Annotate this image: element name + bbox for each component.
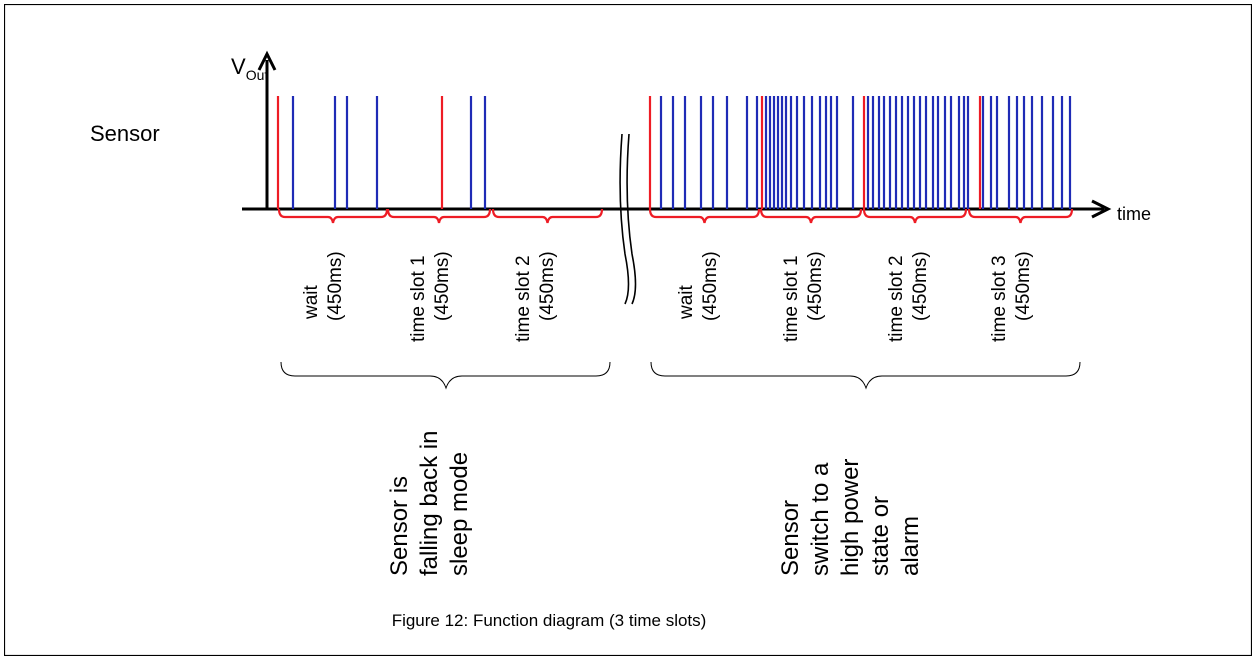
segment-label-line1: time slot 1 (408, 255, 429, 342)
figure-border (3, 3, 1253, 657)
group-label-line: alarm (897, 516, 924, 576)
segment-brace (386, 208, 492, 224)
segment-label-line2: (450ms) (700, 251, 721, 321)
y-axis-arrow-icon (257, 50, 277, 71)
segment-label-line2: (450ms) (1013, 251, 1034, 321)
segment-label-line1: time slot 3 (989, 255, 1010, 342)
pulse-train (276, 96, 1072, 209)
figure-frame: Sensor VOut time wait (450ms) time slot … (3, 3, 1253, 657)
group-label-left: Sensor is falling back in sleep mode (386, 431, 473, 576)
segment-label-line1: time slot 2 (886, 255, 907, 342)
segment-brace (862, 208, 968, 224)
segment-label-line1: wait (301, 284, 322, 320)
segment-label-line2: (450ms) (910, 251, 931, 321)
segment-label-line2: (450ms) (432, 251, 453, 321)
segment-labels-right: wait (450ms) time slot 1 (450ms) time sl… (676, 251, 1034, 342)
segment-label-line2: (450ms) (537, 251, 558, 321)
group-label-line: high power (837, 459, 864, 576)
segment-brace (277, 208, 389, 224)
group-label-line: switch to a (807, 462, 834, 576)
group-label-right: Sensor switch to a high power state or a… (777, 459, 924, 576)
segment-label-line1: time slot 1 (781, 255, 802, 342)
segment-brace (491, 208, 604, 224)
group-brace-right (650, 361, 1081, 390)
group-label-line: Sensor (777, 500, 804, 576)
segment-label-line2: (450ms) (325, 251, 346, 321)
group-label-line: falling back in (416, 431, 443, 576)
segment-brace (967, 208, 1074, 224)
group-label-line: Sensor is (386, 476, 413, 576)
segment-label-line1: wait (676, 284, 697, 320)
segment-brackets (277, 208, 1074, 224)
segment-label-line2: (450ms) (805, 251, 826, 321)
group-brace-left (280, 361, 611, 390)
row-label: Sensor (90, 121, 160, 146)
y-axis-label: VOut (231, 54, 268, 83)
segment-brace (759, 208, 863, 224)
x-axis-label: time (1117, 204, 1151, 224)
group-label-line: sleep mode (446, 452, 473, 576)
figure-caption: Figure 12: Function diagram (3 time slot… (392, 611, 707, 630)
segment-label-line1: time slot 2 (513, 255, 534, 342)
group-label-line: state or (867, 496, 894, 576)
segment-labels-left: wait (450ms) time slot 1 (450ms) time sl… (301, 251, 558, 342)
function-diagram: Sensor VOut time wait (450ms) time slot … (3, 3, 1253, 657)
x-axis-arrow-icon (1091, 199, 1112, 219)
segment-brace (648, 208, 761, 224)
axis-break-mark-left (619, 133, 630, 305)
axis-break-mark-right (626, 133, 637, 305)
